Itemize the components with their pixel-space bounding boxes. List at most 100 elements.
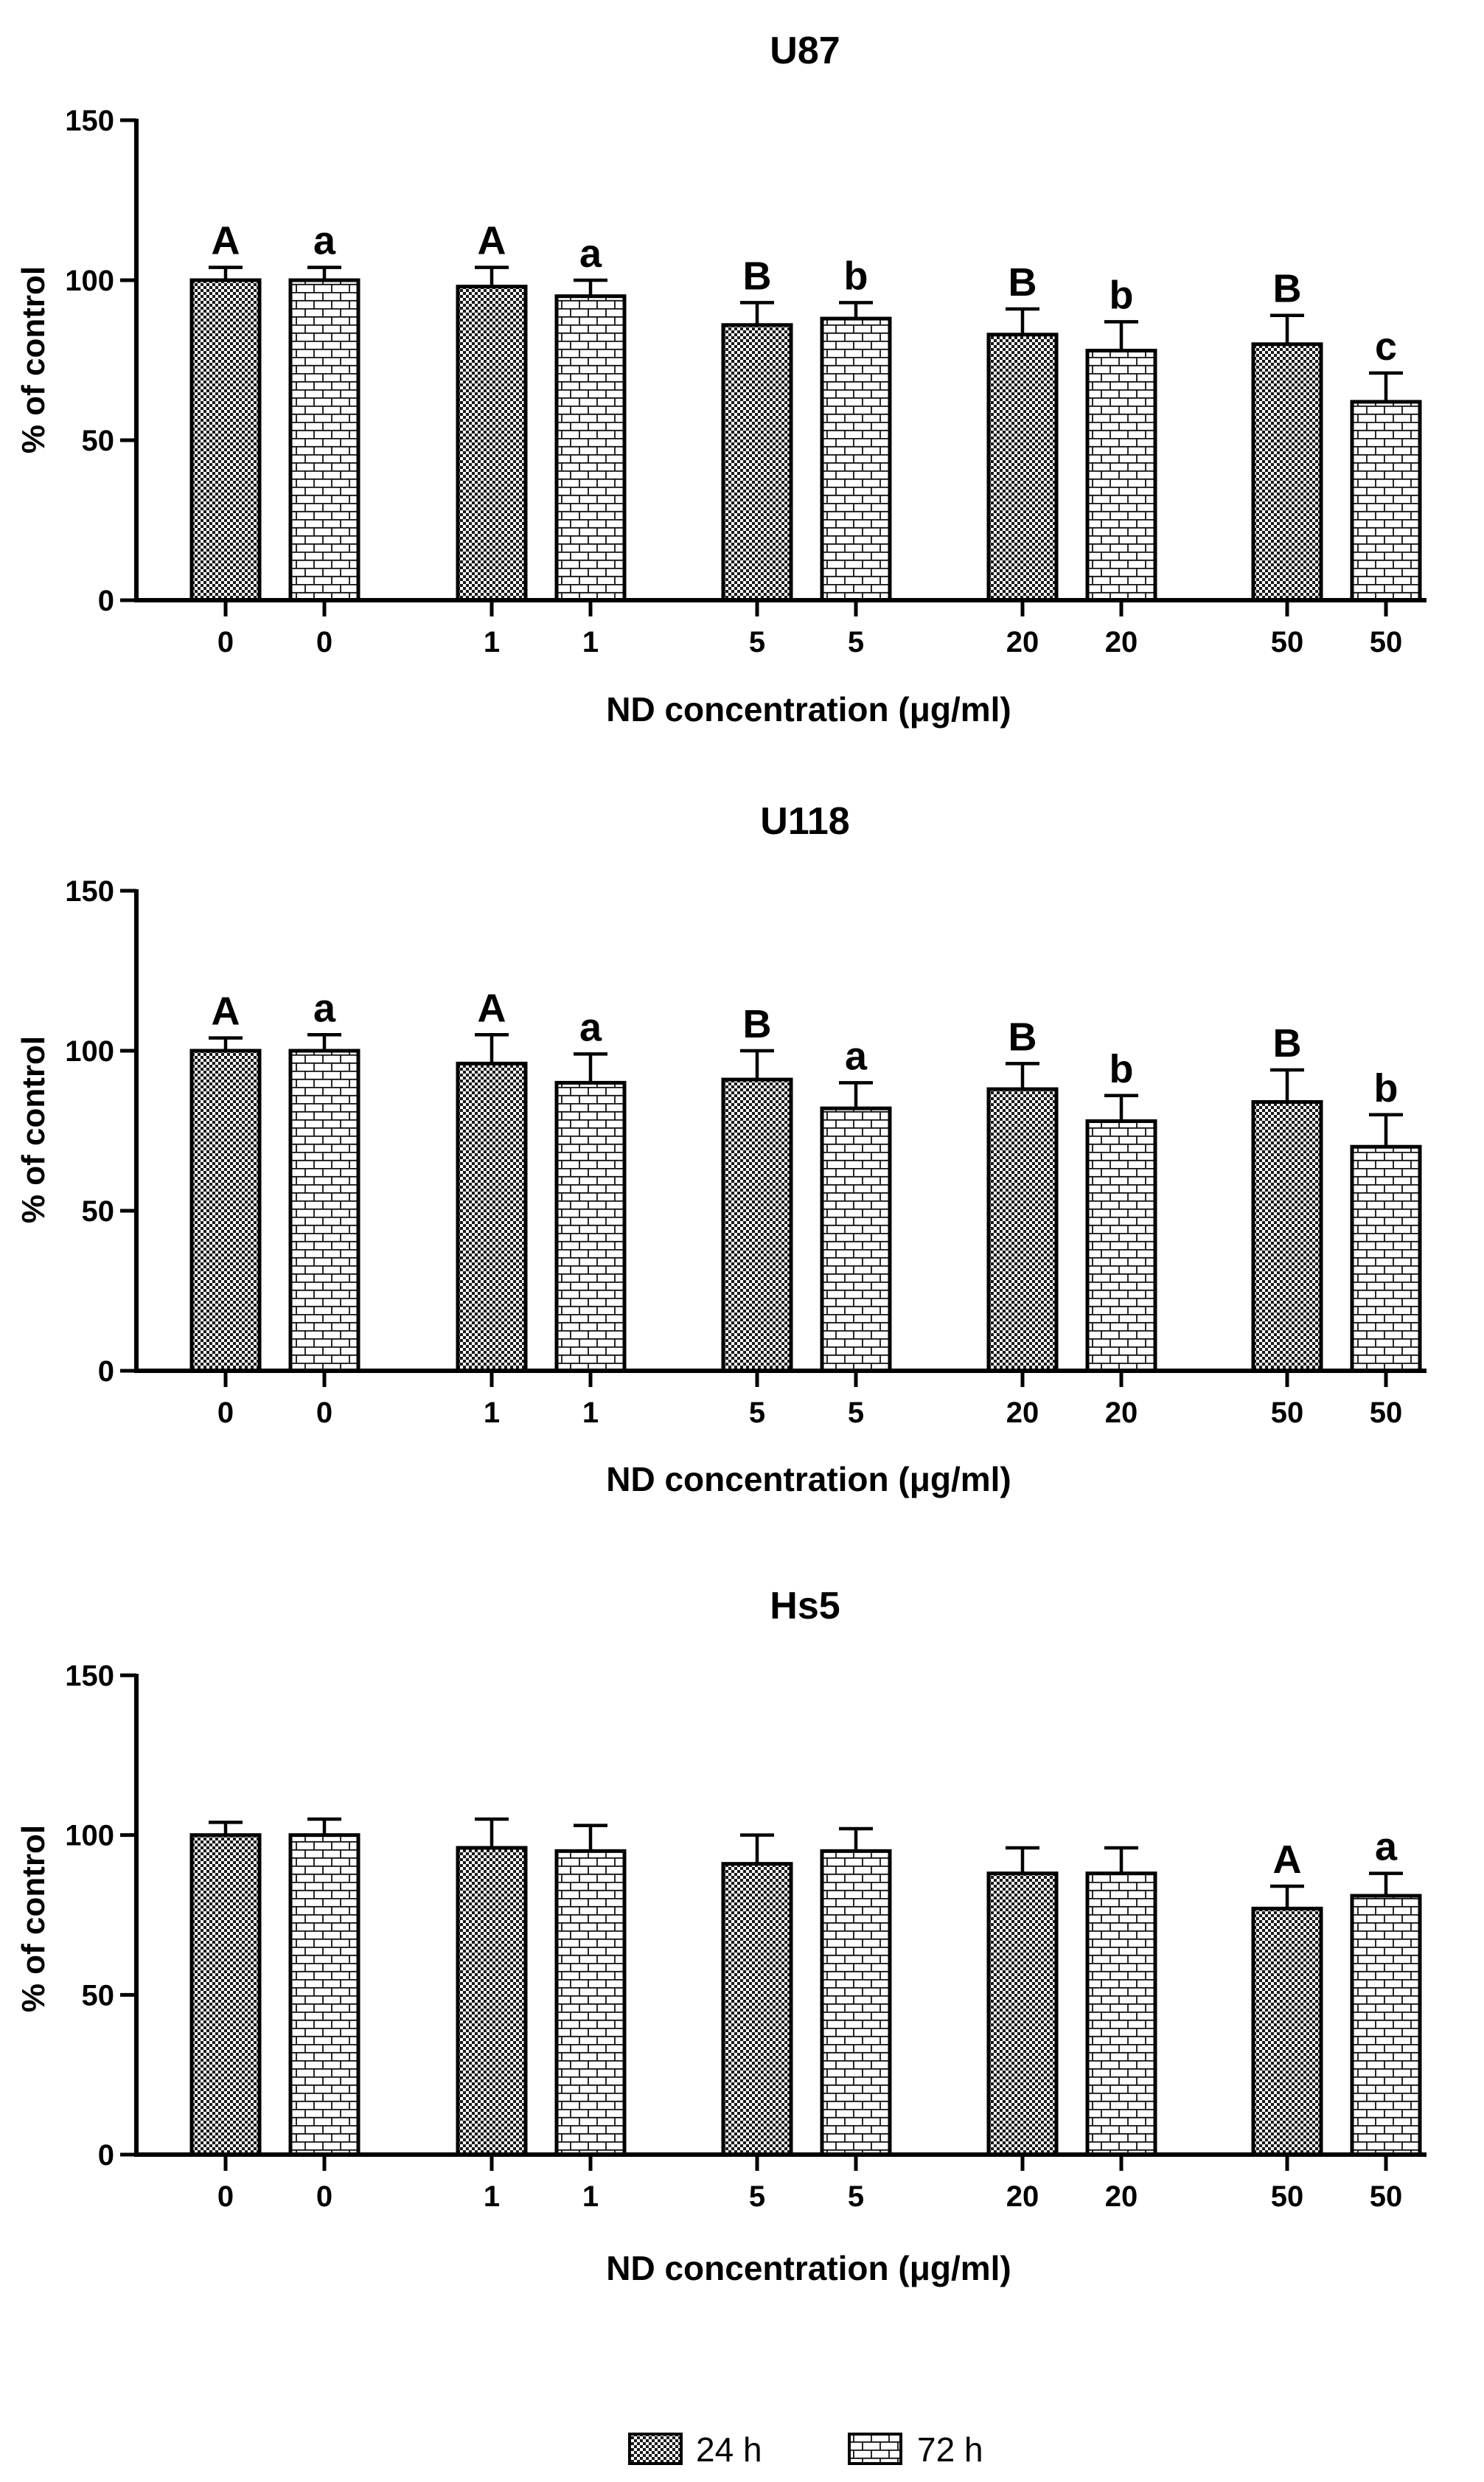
bar-72h (1085, 1119, 1157, 1373)
bar-72h (820, 1849, 892, 2157)
significance-letter: A (478, 219, 506, 263)
bar-24h (456, 285, 528, 602)
bar-24h (1251, 342, 1323, 602)
bar-72h (820, 1106, 892, 1373)
x-tick-label: 0 (316, 626, 332, 658)
y-axis-label: % of control (15, 1825, 52, 2012)
x-tick-label: 1 (484, 626, 500, 658)
x-tick-label: 50 (1271, 2180, 1304, 2213)
legend: 24 h 72 h (628, 2430, 983, 2469)
bar-72h (1085, 1871, 1157, 2157)
error-bar (740, 301, 774, 325)
error-bar (209, 1036, 243, 1051)
significance-letter: A (212, 990, 240, 1034)
error-bar (1006, 1062, 1039, 1090)
error-bar (475, 265, 509, 287)
error-bar (307, 1817, 341, 1835)
panel-hs5: Hs5 % of control ND concentration (μg/ml… (15, 1585, 1426, 2287)
significance-letter: b (1109, 273, 1134, 317)
significance-letter: c (1375, 324, 1397, 369)
bar-24h (189, 278, 262, 602)
bar-24h (1251, 1906, 1323, 2157)
error-bar (1270, 1068, 1304, 1102)
bar-24h (1251, 1099, 1323, 1373)
significance-letter: B (743, 254, 772, 298)
bar-24h (986, 1871, 1059, 2157)
error-bar (1369, 371, 1403, 402)
bars (189, 1817, 1422, 2157)
y-tick-label: 100 (65, 1820, 114, 1852)
x-tick-label: 1 (484, 2180, 500, 2213)
y-tick-label: 150 (65, 1660, 114, 1692)
chart-title: U118 (760, 800, 849, 843)
y-tick-label: 0 (98, 585, 114, 617)
panel-u87: U87 % of control ND concentration (μg/ml… (15, 29, 1426, 729)
bar-24h (189, 1833, 262, 2157)
bar-24h (456, 1061, 528, 1373)
error-bar (839, 1081, 873, 1109)
error-bar (475, 1817, 509, 1848)
x-tick-label: 1 (484, 1397, 500, 1429)
significance-letter: B (1273, 267, 1302, 311)
error-bar (475, 1033, 509, 1064)
bar-72h (1350, 1894, 1422, 2157)
error-bar (1369, 1871, 1403, 1896)
error-bar (740, 1049, 774, 1080)
y-tick-label: 100 (65, 1035, 114, 1068)
y-tick-label: 50 (82, 1195, 115, 1228)
error-bar (1104, 1846, 1138, 1874)
significance-letter: B (1009, 1015, 1037, 1059)
error-bar (307, 265, 341, 280)
y-tick-label: 50 (82, 425, 115, 457)
significance-letter: a (579, 1005, 602, 1049)
x-tick-label: 5 (749, 626, 765, 658)
y-tick-label: 100 (65, 265, 114, 297)
x-tick-label: 50 (1370, 2180, 1403, 2213)
error-bar (839, 301, 873, 319)
error-bar (1006, 1846, 1039, 1874)
error-bar (1006, 307, 1039, 335)
bar-24h (456, 1846, 528, 2157)
significance-letter: A (212, 219, 240, 263)
x-tick-label: 0 (316, 1397, 332, 1429)
significance-letter: b (1374, 1066, 1398, 1110)
error-bar (574, 278, 607, 296)
bar-72h (1350, 400, 1422, 602)
error-bar (1104, 320, 1138, 351)
bar-72h (554, 1080, 627, 1373)
error-bar (307, 1033, 341, 1051)
x-tick-label: 50 (1370, 1397, 1403, 1429)
bar-72h (554, 1849, 627, 2157)
x-tick-label: 1 (582, 2180, 599, 2213)
chart-title: U87 (770, 29, 840, 72)
x-tick-label: 20 (1105, 626, 1138, 658)
axes (120, 118, 1426, 616)
bar-72h (820, 316, 892, 602)
x-tick-label: 5 (749, 2180, 765, 2213)
x-tick-label: 1 (582, 626, 599, 658)
bar-24h (986, 333, 1059, 602)
y-tick-label: 0 (98, 2139, 114, 2172)
x-tick-label: 5 (749, 1397, 765, 1429)
bars (189, 1033, 1422, 1373)
significance-letter: a (313, 986, 336, 1030)
error-bar (1104, 1094, 1138, 1122)
x-tick-label: 0 (217, 2180, 234, 2213)
chart-title: Hs5 (770, 1585, 840, 1627)
bar-72h (554, 294, 627, 602)
x-tick-label: 5 (848, 626, 864, 658)
panel-u118: U118 % of control ND concentration (μg/m… (15, 800, 1426, 1498)
significance-letter: B (743, 1002, 772, 1046)
error-bar (574, 1824, 607, 1852)
error-bar (209, 1821, 243, 1835)
bar-24h (721, 1077, 793, 1373)
bar-24h (721, 1862, 793, 2157)
bar-24h (189, 1049, 262, 1373)
axes (120, 1673, 1426, 2171)
error-bar (209, 265, 243, 280)
x-tick-label: 50 (1271, 1397, 1304, 1429)
y-axis-label: % of control (15, 1036, 52, 1223)
x-tick-label: 50 (1271, 626, 1304, 658)
significance-letter: a (313, 219, 336, 263)
